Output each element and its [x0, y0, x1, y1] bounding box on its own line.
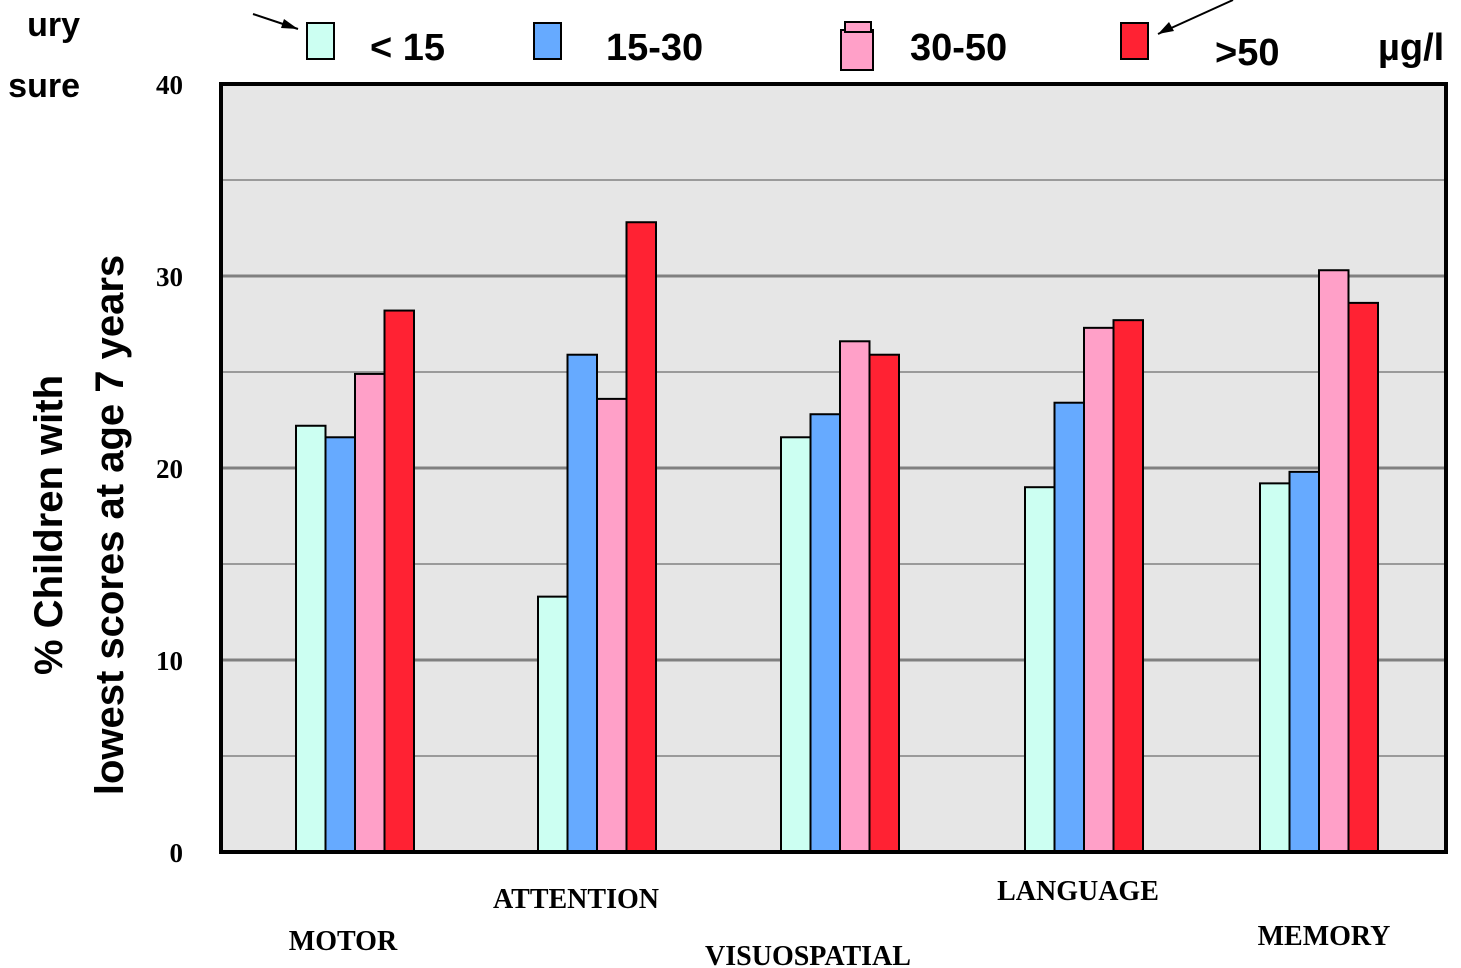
category-label: ATTENTION	[493, 884, 659, 915]
title-fragment-line: sure	[8, 67, 80, 105]
bar	[596, 397, 628, 853]
bar	[1259, 482, 1291, 853]
legend-label: >50	[1215, 32, 1279, 74]
legend-swatch	[840, 29, 874, 71]
bar	[1112, 319, 1144, 854]
bar	[780, 436, 812, 853]
bar	[809, 413, 841, 853]
bar	[625, 221, 657, 854]
bar	[1083, 326, 1115, 853]
bar	[1347, 301, 1379, 853]
category-label: LANGUAGE	[997, 876, 1159, 907]
y-tick-label: 20	[156, 454, 183, 484]
category-label: MOTOR	[289, 926, 398, 957]
bar	[1318, 269, 1350, 853]
title-fragment-line: ury	[27, 6, 80, 44]
arrow-head	[1158, 22, 1174, 34]
bar	[537, 595, 569, 854]
y-tick-labels: 0 10 20 30 40	[156, 70, 183, 868]
title-fragment: ury sure	[8, 6, 80, 105]
unit-label: µg/l	[1378, 27, 1444, 69]
y-axis-label: % Children with lowest scores at age 7 ye…	[27, 255, 132, 795]
legend-swatch	[533, 22, 562, 60]
bar	[839, 340, 871, 853]
y-tick-label: 10	[156, 646, 183, 676]
legend-label: 30-50	[910, 27, 1007, 69]
y-tick-label: 40	[156, 70, 183, 100]
legend-arrows	[252, 0, 1234, 35]
bar	[324, 436, 356, 853]
legend: < 15 15-30 30-50 >50 µg/l	[306, 21, 1444, 74]
bar	[1288, 470, 1320, 853]
bar	[566, 353, 598, 853]
arrow-head	[281, 19, 298, 29]
y-axis-label-line: % Children with	[27, 375, 71, 675]
bar	[295, 424, 327, 853]
legend-swatch	[306, 22, 335, 60]
category-label: MEMORY	[1258, 921, 1391, 952]
bar	[354, 372, 386, 853]
y-tick-label: 0	[170, 838, 184, 868]
bar	[868, 353, 900, 853]
bar	[1053, 401, 1085, 853]
y-axis-label-line: lowest scores at age 7 years	[88, 255, 132, 795]
bar	[383, 309, 415, 853]
y-tick-label: 30	[156, 262, 183, 292]
category-labels: MOTOR ATTENTION VISUOSPATIAL LANGUAGE MEMORY	[289, 876, 1391, 968]
bar	[1024, 486, 1056, 853]
plot-frame	[219, 82, 1448, 854]
legend-label: 15-30	[606, 27, 703, 69]
legend-label: < 15	[370, 27, 445, 69]
category-label: VISUOSPATIAL	[705, 941, 911, 968]
legend-swatch	[1120, 22, 1149, 60]
legend-swatch-tab	[844, 21, 872, 33]
